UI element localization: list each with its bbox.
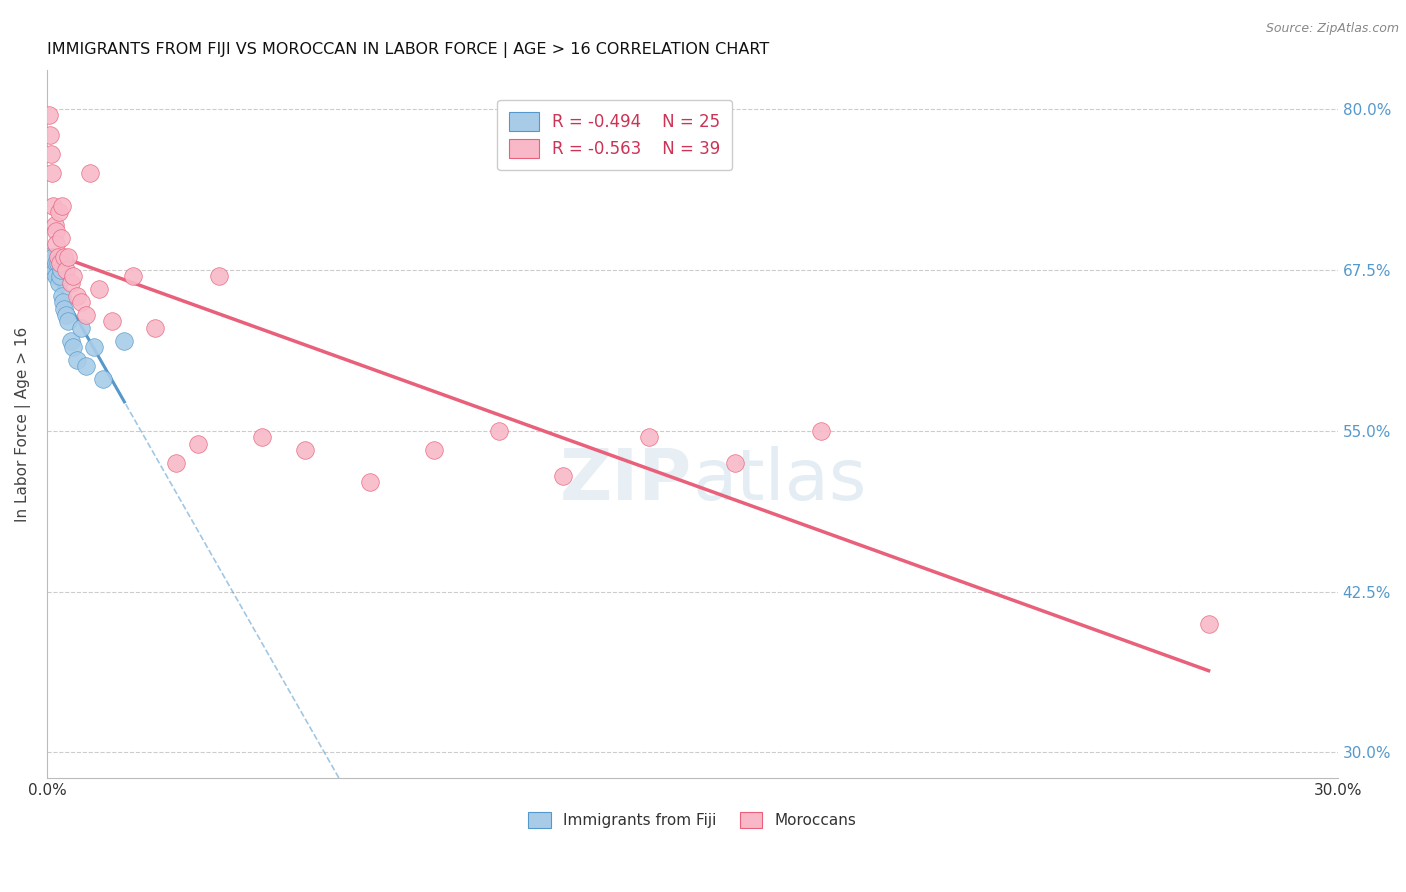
Point: [59, 276, 82, 290]
Point: [75, 359, 97, 374]
Point: [208, 269, 231, 284]
Point: [46, 256, 69, 270]
Point: [87, 282, 110, 296]
Point: [38, 108, 60, 122]
Point: [79, 166, 101, 180]
Point: [62, 340, 84, 354]
Point: [45, 269, 67, 284]
Point: [38, 250, 60, 264]
Point: [59, 334, 82, 348]
Point: [55, 263, 77, 277]
Point: [250, 430, 273, 444]
Point: [44, 263, 66, 277]
Point: [39, 128, 62, 142]
Y-axis label: In Labor Force | Age > 16: In Labor Force | Age > 16: [15, 326, 31, 522]
Point: [49, 269, 72, 284]
Point: [49, 231, 72, 245]
Point: [83, 340, 105, 354]
Point: [48, 276, 70, 290]
Point: [122, 269, 145, 284]
Point: [39, 256, 62, 270]
Point: [810, 424, 832, 438]
Point: [100, 314, 122, 328]
Point: [46, 250, 69, 264]
Point: [143, 320, 166, 334]
Point: [423, 443, 446, 458]
Point: [70, 320, 93, 334]
Legend: Immigrants from Fiji, Moroccans: Immigrants from Fiji, Moroccans: [522, 806, 863, 834]
Point: [48, 205, 70, 219]
Point: [1198, 616, 1220, 631]
Point: [91, 372, 114, 386]
Point: [112, 334, 135, 348]
Point: [49, 256, 72, 270]
Point: [58, 250, 80, 264]
Point: [42, 250, 65, 264]
Point: [44, 218, 66, 232]
Point: [294, 443, 316, 458]
Point: [638, 430, 661, 444]
Point: [553, 468, 575, 483]
Text: IMMIGRANTS FROM FIJI VS MOROCCAN IN LABOR FORCE | AGE > 16 CORRELATION CHART: IMMIGRANTS FROM FIJI VS MOROCCAN IN LABO…: [46, 42, 769, 58]
Point: [42, 198, 65, 212]
Point: [45, 256, 67, 270]
Point: [51, 198, 73, 212]
Text: ZIP: ZIP: [560, 447, 692, 516]
Point: [70, 295, 93, 310]
Point: [66, 288, 89, 302]
Point: [75, 308, 97, 322]
Point: [49, 263, 72, 277]
Point: [58, 314, 80, 328]
Point: [39, 263, 62, 277]
Point: [41, 166, 63, 180]
Point: [165, 456, 187, 470]
Point: [39, 147, 62, 161]
Point: [55, 308, 77, 322]
Point: [187, 436, 209, 450]
Point: [488, 424, 510, 438]
Point: [53, 301, 76, 316]
Point: [359, 475, 381, 490]
Text: atlas: atlas: [692, 447, 866, 516]
Point: [41, 256, 63, 270]
Text: Source: ZipAtlas.com: Source: ZipAtlas.com: [1265, 22, 1399, 36]
Point: [52, 295, 75, 310]
Point: [45, 224, 67, 238]
Point: [62, 269, 84, 284]
Point: [724, 456, 747, 470]
Point: [66, 353, 89, 368]
Point: [51, 288, 73, 302]
Point: [45, 237, 67, 252]
Point: [53, 250, 76, 264]
